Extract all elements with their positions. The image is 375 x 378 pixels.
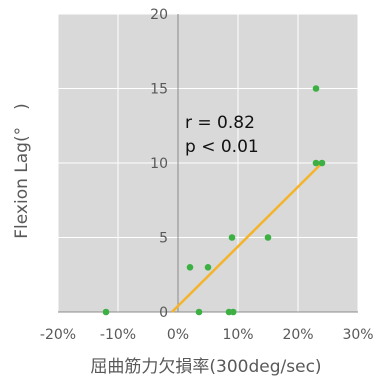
data-point [102, 308, 110, 316]
stats-annotation: r = 0.82 [185, 113, 255, 133]
data-point [204, 264, 212, 271]
data-point [264, 234, 272, 241]
y-axis-title: Flexion Lag(° ) [12, 103, 32, 238]
data-point [318, 159, 326, 167]
data-point [312, 159, 320, 167]
x-tick-label: -10% [100, 327, 136, 343]
data-point [312, 85, 320, 92]
x-tick-label: 30% [342, 327, 373, 343]
x-axis-title: 屈曲筋力欠損率(300deg/sec) [90, 357, 321, 377]
x-tick-label: 10% [222, 327, 253, 343]
x-tick-label: 0% [167, 327, 189, 343]
x-tick-label: -20% [40, 327, 76, 343]
data-point [228, 234, 236, 241]
data-point [186, 264, 194, 271]
y-tick-label: 0 [159, 305, 168, 321]
trendline [171, 162, 323, 313]
y-tick-label: 10 [150, 156, 168, 172]
y-tick-label: 5 [159, 231, 168, 247]
y-tick-label: 15 [150, 82, 168, 98]
x-tick-label: 20% [282, 327, 313, 343]
stats-annotation: p < 0.01 [185, 137, 259, 157]
y-tick-label: 20 [150, 7, 168, 23]
data-point [229, 308, 237, 316]
data-point [195, 308, 203, 316]
